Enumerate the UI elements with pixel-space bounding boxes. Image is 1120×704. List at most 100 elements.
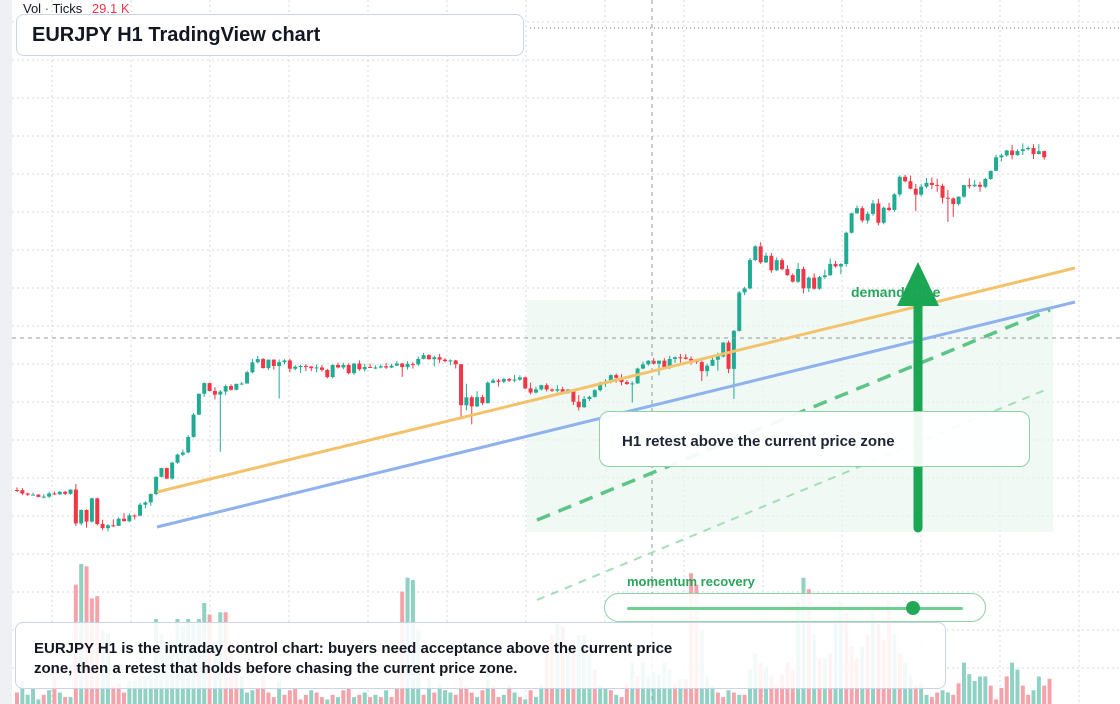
candle-body xyxy=(849,213,854,233)
volume-bar xyxy=(426,678,431,704)
volume-bar xyxy=(1026,694,1031,704)
candle-body xyxy=(512,379,517,381)
volume-bar xyxy=(378,697,383,704)
volume-bar xyxy=(1004,676,1009,704)
candle xyxy=(73,483,78,526)
candle xyxy=(341,362,346,370)
candle-body xyxy=(892,194,897,210)
candle xyxy=(132,514,137,520)
candle xyxy=(357,360,362,371)
volume-bar xyxy=(1047,678,1052,704)
candle xyxy=(336,362,340,369)
candle xyxy=(138,502,143,517)
momentum-slider-knob[interactable] xyxy=(905,601,920,615)
volume-bar xyxy=(496,697,501,704)
candle xyxy=(469,395,474,425)
volume-bar xyxy=(464,685,469,704)
candle-body xyxy=(122,518,126,522)
candle-body xyxy=(994,157,999,171)
volume-bar xyxy=(389,697,394,704)
candle xyxy=(271,359,276,370)
candle xyxy=(191,413,196,438)
candle-body xyxy=(764,255,768,263)
candle-body xyxy=(999,155,1004,158)
volume-bar xyxy=(731,692,736,704)
candle-body xyxy=(721,342,726,357)
candle-body xyxy=(897,176,902,195)
candle xyxy=(352,363,357,375)
candle-body xyxy=(630,383,635,385)
candle xyxy=(410,362,415,369)
volume-bar xyxy=(710,685,715,704)
vol-unit: Ticks xyxy=(52,1,83,16)
candle xyxy=(978,181,982,192)
volume-bar xyxy=(255,687,260,704)
candle-body xyxy=(89,498,94,522)
candle xyxy=(726,340,731,374)
volume-bar xyxy=(303,694,308,704)
candle-body xyxy=(785,269,790,276)
candle xyxy=(967,178,972,189)
volume-bar xyxy=(143,676,148,704)
candle xyxy=(453,359,458,369)
candle-body xyxy=(31,494,36,496)
candle-body xyxy=(346,364,351,374)
candle-body xyxy=(36,494,41,497)
candle xyxy=(448,359,453,366)
volume-bar xyxy=(913,685,918,704)
volume-bar xyxy=(945,692,950,704)
candle-body xyxy=(833,263,838,267)
candle-body xyxy=(887,207,892,210)
candle xyxy=(416,356,421,367)
candle-body xyxy=(817,277,822,289)
candle-body xyxy=(614,375,619,378)
volume-bar xyxy=(41,694,46,704)
candle-body xyxy=(132,515,137,517)
volume-bar xyxy=(523,699,528,704)
candle-body xyxy=(726,342,731,369)
candle xyxy=(876,198,881,226)
volume-bar xyxy=(239,676,244,704)
candle-body xyxy=(924,182,929,187)
volume-bar xyxy=(421,694,426,704)
volume-bar xyxy=(384,690,389,704)
candle xyxy=(105,524,110,532)
candle-body xyxy=(378,366,383,368)
candle-body xyxy=(432,357,437,360)
momentum-slider[interactable] xyxy=(604,593,986,622)
candle xyxy=(913,184,918,212)
volume-bar xyxy=(346,687,351,704)
candle-body xyxy=(405,363,410,368)
candle xyxy=(319,365,324,372)
candle-body xyxy=(207,383,212,392)
volume-bar xyxy=(501,694,506,704)
candle-body xyxy=(972,184,977,187)
candle-body xyxy=(571,389,576,402)
candle xyxy=(175,453,180,464)
candle-body xyxy=(202,383,207,394)
volume-bar xyxy=(1031,690,1036,704)
candle-body xyxy=(485,382,490,404)
volume-bar xyxy=(924,694,929,704)
candle-body xyxy=(277,362,282,366)
candle xyxy=(994,154,999,172)
volume-bar xyxy=(287,690,292,704)
candle-body xyxy=(20,490,25,494)
candle-body xyxy=(758,246,763,263)
candle xyxy=(1015,149,1020,156)
candle xyxy=(100,519,105,531)
candle xyxy=(459,363,464,420)
candle xyxy=(576,395,581,411)
candle xyxy=(790,273,795,283)
volume-bar xyxy=(357,694,362,704)
candle xyxy=(202,382,207,397)
volume-bar xyxy=(683,678,688,704)
volume-bar xyxy=(614,694,619,704)
candle xyxy=(148,493,153,506)
candle-body xyxy=(357,363,362,370)
candle xyxy=(373,365,378,370)
candle xyxy=(1036,144,1041,155)
candle xyxy=(897,175,902,197)
volume-bar xyxy=(978,676,982,704)
candle-body xyxy=(410,363,415,365)
